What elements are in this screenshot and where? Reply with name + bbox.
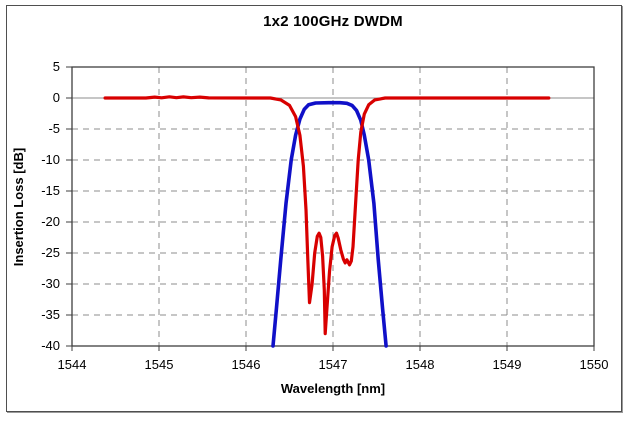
plot-border <box>71 66 595 347</box>
y-tick-label--10: -10 <box>41 152 60 167</box>
x-tick-label-1544: 1544 <box>57 357 87 372</box>
y-tick-label--30: -30 <box>41 276 60 291</box>
y-tick-label--15: -15 <box>41 183 60 198</box>
chart-title: 1x2 100GHz DWDM <box>263 13 403 30</box>
x-tick-label-1546: 1546 <box>231 357 261 372</box>
y-tick-label--40: -40 <box>41 338 60 353</box>
y-tick-label-0: 0 <box>52 90 60 105</box>
y-tick-label--25: -25 <box>41 245 60 260</box>
y-tick-label--35: -35 <box>41 307 60 322</box>
y-axis-title: Insertion Loss [dB] <box>11 147 26 267</box>
blue-curve <box>271 100 388 348</box>
x-tick-label-1549: 1549 <box>492 357 522 372</box>
chart-frame <box>6 5 622 412</box>
x-tick-label-1545: 1545 <box>144 357 174 372</box>
x-tick-label-1548: 1548 <box>405 357 435 372</box>
x-tick-label-1547: 1547 <box>318 357 348 372</box>
y-tick-label--20: -20 <box>41 214 60 229</box>
x-tick-label-1550: 1550 <box>579 357 609 372</box>
x-axis-title: Wavelength [nm] <box>280 381 386 396</box>
red-curve <box>103 95 551 336</box>
y-tick-label--5: -5 <box>48 121 60 136</box>
y-tick-label-5: 5 <box>52 59 60 74</box>
